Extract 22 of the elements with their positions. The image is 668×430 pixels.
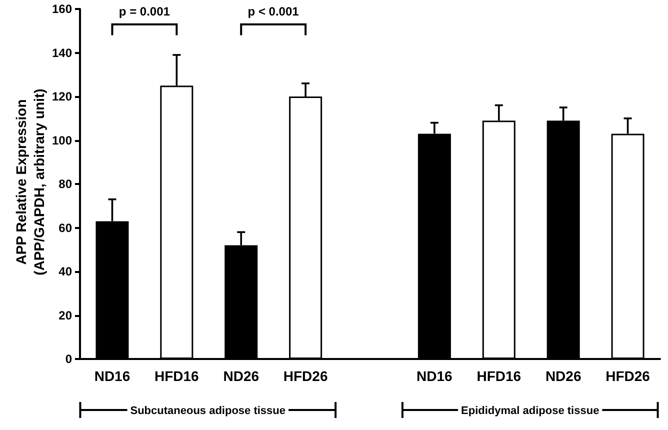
x-tick-label: ND26 — [223, 368, 260, 384]
x-tick-label: ND16 — [94, 368, 130, 384]
x-tick-label: HFD16 — [476, 368, 522, 384]
annotation: p = 0.001 — [118, 4, 170, 19]
x-tick-label: HFD26 — [606, 368, 650, 384]
y-tick-label: 60 — [58, 220, 72, 235]
y-tick-label: 160 — [52, 2, 72, 16]
y-tick-label: 0 — [65, 352, 72, 366]
y-tick-label: 80 — [58, 177, 72, 191]
y-tick-label: 20 — [58, 308, 72, 322]
x-tick-label: ND16 — [416, 368, 453, 384]
y-tick-label: 140 — [52, 46, 72, 60]
text: Subcutaneous adipose tissue — [130, 405, 286, 417]
y-tick-label: 120 — [52, 90, 72, 104]
annotation: p < 0.001 — [248, 4, 300, 19]
text: Epididymal adipose tissue — [461, 405, 600, 417]
x-tick-label: HFD26 — [283, 368, 328, 384]
y-tick-label: 40 — [58, 264, 72, 278]
y-tick-label: 100 — [52, 133, 72, 148]
x-tick-label: HFD16 — [154, 368, 200, 384]
y-axis-title: APP Relative Expression (APP/GAPDH, arbitrary unit) — [13, 88, 47, 276]
x-tick-label: ND26 — [545, 368, 582, 384]
